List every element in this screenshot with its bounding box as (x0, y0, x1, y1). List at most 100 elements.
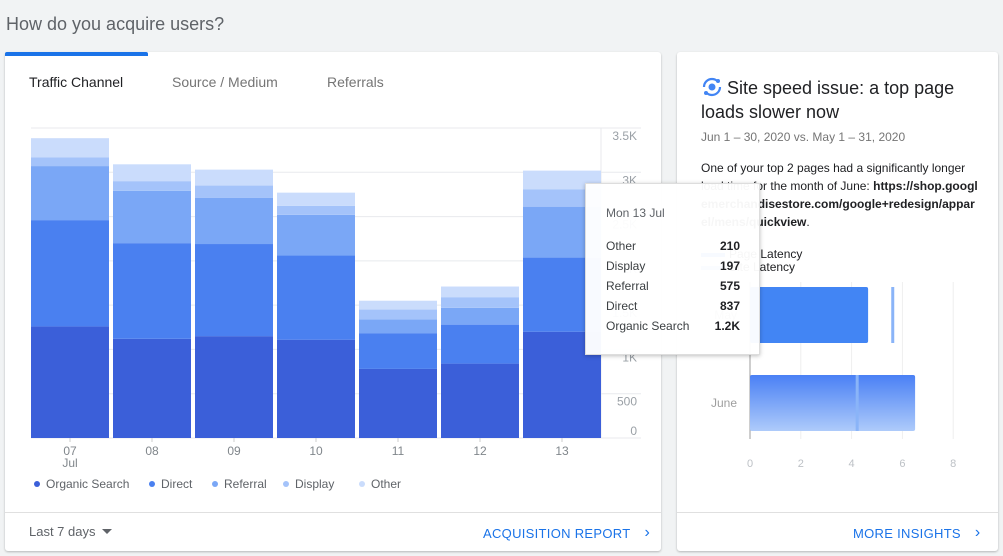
bar-segment-referral[interactable] (195, 197, 273, 245)
bar-segment-display[interactable] (113, 181, 191, 191)
section-title: How do you acquire users? (6, 14, 225, 34)
x-tick-label: 4 (849, 458, 855, 470)
tooltip-row: Referral 575 (606, 279, 740, 293)
tooltip-label: Display (606, 259, 646, 273)
tooltip-row: Organic Search 1.2K (606, 319, 740, 333)
tab-traffic-channel[interactable]: Traffic Channel (29, 74, 124, 90)
insight-icon (702, 77, 722, 97)
legend-item[interactable]: Referral (212, 477, 267, 491)
x-tick-label: 13 (555, 444, 569, 458)
tooltip-label: Organic Search (606, 319, 690, 333)
x-tick-label: 08 (145, 444, 159, 458)
bar-segment-organic-search[interactable] (195, 336, 273, 438)
tab-referrals[interactable]: Referrals (327, 74, 384, 90)
tooltip-label: Direct (606, 299, 638, 313)
tooltip-row: Display 197 (606, 259, 740, 273)
legend-label: Other (371, 477, 402, 491)
bar-segment-organic-search[interactable] (277, 339, 355, 438)
x-tick-label: 0 (747, 458, 753, 470)
legend-item[interactable]: Other (359, 477, 401, 491)
bar-segment-other[interactable] (31, 138, 109, 158)
bar-segment-display[interactable] (195, 185, 273, 198)
insight-title-wrap: Site speed issue: a top page loads slowe… (701, 76, 991, 124)
site-latency-marker[interactable] (855, 375, 859, 431)
bar-segment-organic-search[interactable] (113, 338, 191, 438)
bar-segment-organic-search[interactable] (441, 363, 519, 438)
bar-segment-referral[interactable] (113, 190, 191, 244)
y-category-label: June (711, 396, 737, 410)
more-insights-label: MORE INSIGHTS (853, 525, 961, 541)
x-tick-label: 8 (950, 458, 956, 470)
bar-segment-display[interactable] (31, 157, 109, 167)
bar-segment-direct[interactable] (195, 244, 273, 337)
y-tick-label: 3.5K (612, 129, 637, 143)
x-tick-label: 11 (392, 444, 405, 458)
legend-dot (212, 481, 218, 487)
tooltip-row: Direct 837 (606, 299, 740, 313)
bar-segment-direct[interactable] (277, 255, 355, 340)
chevron-right-icon: › (974, 524, 981, 541)
bar-segment-referral[interactable] (31, 166, 109, 221)
bar-segment-organic-search[interactable] (31, 326, 109, 438)
tooltip-date: Mon 13 Jul (606, 206, 665, 220)
legend-dot (34, 481, 40, 487)
bar-segment-direct[interactable] (113, 243, 191, 339)
insight-title: Site speed issue: a top page loads slowe… (701, 78, 955, 122)
chevron-right-icon: › (644, 524, 650, 541)
legend-item[interactable]: Organic Search (34, 477, 129, 491)
insight-period: . (806, 215, 810, 229)
bar-segment-referral[interactable] (441, 307, 519, 325)
tooltip-row: Other 210 (606, 239, 740, 253)
bar-segment-direct[interactable] (31, 220, 109, 327)
tooltip-value: 575 (719, 279, 740, 293)
y-tick-label: 0 (630, 424, 637, 438)
bar-segment-other[interactable] (523, 170, 601, 190)
bar-segment-direct[interactable] (441, 324, 519, 364)
divider (5, 512, 661, 513)
bar-segment-referral[interactable] (359, 319, 437, 334)
tooltip-value: 837 (719, 299, 740, 313)
bar-segment-display[interactable] (277, 205, 355, 215)
legend-label: Direct (161, 477, 193, 491)
bar-segment-other[interactable] (359, 300, 437, 310)
site-latency-marker[interactable] (891, 287, 895, 343)
date-range-dropdown[interactable]: Last 7 days (29, 524, 112, 539)
date-range-label: Last 7 days (29, 524, 96, 539)
legend-dot (149, 481, 155, 487)
bar-segment-other[interactable] (195, 169, 273, 186)
acquisition-report-label: ACQUISITION REPORT (483, 525, 631, 541)
tab-source-medium[interactable]: Source / Medium (172, 74, 278, 90)
bar-segment-referral[interactable] (277, 214, 355, 256)
legend-label: Organic Search (46, 477, 130, 491)
bar-segment-other[interactable] (113, 164, 191, 182)
insight-dates: Jun 1 – 30, 2020 vs. May 1 – 31, 2020 (701, 130, 906, 144)
x-tick-label: 12 (473, 444, 487, 458)
y-tick-label: 500 (617, 395, 637, 409)
legend-item[interactable]: Direct (149, 477, 192, 491)
legend-label: Referral (224, 477, 267, 491)
tooltip-label: Other (606, 239, 637, 253)
bar-segment-display[interactable] (441, 297, 519, 308)
bar-segment-other[interactable] (277, 192, 355, 206)
legend-label: Display (295, 477, 335, 491)
bar-segment-other[interactable] (441, 286, 519, 298)
legend-dot (359, 481, 365, 487)
page-latency-bar[interactable] (750, 287, 869, 343)
bar-segment-organic-search[interactable] (359, 368, 437, 438)
tooltip-label: Referral (606, 279, 649, 293)
bar-segment-direct[interactable] (359, 333, 437, 369)
tooltip-value: 197 (719, 259, 740, 273)
x-tick-label: 6 (899, 458, 905, 470)
more-insights-link[interactable]: MORE INSIGHTS › (853, 524, 980, 542)
acquisition-report-link[interactable]: ACQUISITION REPORT › (483, 524, 650, 542)
bar-segment-display[interactable] (359, 309, 437, 320)
x-sublabel: Jul (62, 456, 77, 470)
page-latency-bar[interactable] (750, 375, 916, 431)
legend-dot (283, 481, 289, 487)
caret-down-icon (101, 529, 112, 534)
legend-item[interactable]: Display (283, 477, 334, 491)
tooltip-value: 210 (719, 239, 740, 253)
x-tick-label: 07 (63, 444, 77, 458)
bar-segment-display[interactable] (523, 189, 601, 207)
